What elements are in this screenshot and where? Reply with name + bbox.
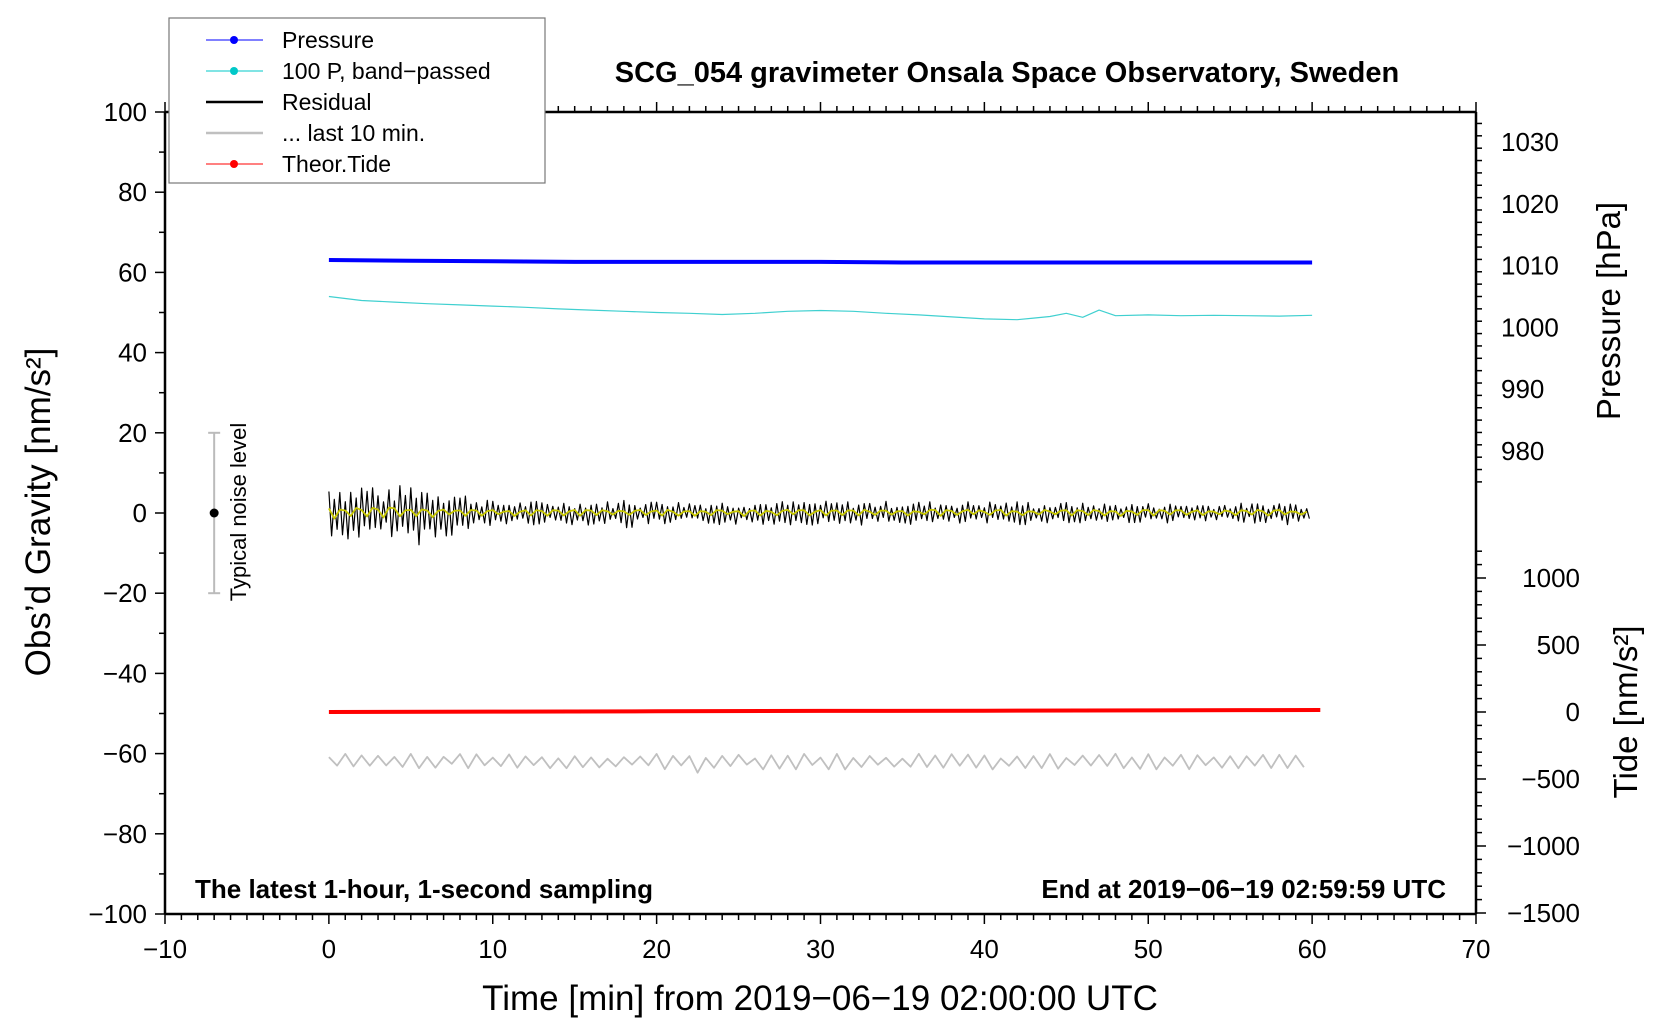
- x-tick-label: 70: [1462, 934, 1491, 964]
- y-tick-label: 20: [118, 418, 147, 448]
- y-tick-label: 100: [104, 97, 147, 127]
- annotation-left: The latest 1-hour, 1-second sampling: [195, 874, 653, 904]
- legend-box: [168, 17, 546, 184]
- series-last-10-min: [328, 752, 1305, 774]
- legend-marker: [230, 36, 238, 44]
- x-tick-label: 30: [806, 934, 835, 964]
- y-axis-label: Obs’d Gravity [nm/s²]: [19, 348, 58, 677]
- legend: Pressure 100 P, band−passed Residual ... la…: [168, 17, 546, 184]
- noise-level-label: Typical noise level: [226, 423, 251, 602]
- y-tick-label: 60: [118, 257, 147, 287]
- pressure-tick-label: 1000: [1501, 312, 1559, 342]
- pressure-tick-label: 980: [1501, 436, 1544, 466]
- pressure-tick-label: 1020: [1501, 189, 1559, 219]
- tide-tick-label: 500: [1537, 630, 1580, 660]
- y-tick-label: −100: [88, 899, 147, 929]
- annotation-right: End at 2019−06−19 02:59:59 UTC: [1041, 874, 1446, 904]
- y-tick-label: −40: [103, 658, 147, 688]
- series-100-p-band-passed: [328, 295, 1313, 321]
- tide-axis-label: Tide [nm/s²]: [1607, 626, 1644, 799]
- legend-label: Pressure: [282, 27, 374, 53]
- series-theor-tide: [328, 708, 1321, 714]
- legend-label: Residual: [282, 89, 372, 115]
- x-tick-label: 20: [642, 934, 671, 964]
- tide-tick-label: −1500: [1507, 898, 1580, 928]
- x-tick-label: 60: [1298, 934, 1327, 964]
- plot-series: [208, 258, 1321, 774]
- series-residual: [328, 485, 1310, 546]
- y-tick-label: −80: [103, 819, 147, 849]
- x-tick-label: 50: [1134, 934, 1163, 964]
- pressure-tick-label: 990: [1501, 374, 1544, 404]
- noise-level-dot: [209, 508, 219, 518]
- tide-tick-label: −1000: [1507, 831, 1580, 861]
- pressure-tick-label: 1010: [1501, 251, 1559, 281]
- pressure-axis-label: Pressure [hPa]: [1590, 202, 1627, 420]
- y-tick-label: 40: [118, 338, 147, 368]
- chart-title: SCG_054 gravimeter Onsala Space Observat…: [615, 57, 1399, 89]
- legend-label: 100 P, band−passed: [282, 58, 491, 84]
- y-tick-label: −20: [103, 578, 147, 608]
- legend-label: Theor.Tide: [282, 151, 391, 177]
- tide-tick-label: 1000: [1522, 563, 1580, 593]
- legend-marker: [230, 67, 238, 75]
- tide-tick-label: −500: [1521, 764, 1580, 794]
- legend-label: ... last 10 min.: [282, 120, 425, 146]
- tide-tick-label: 0: [1566, 697, 1580, 727]
- y-tick-label: −60: [103, 739, 147, 769]
- series-residual-smoothed: [328, 506, 1308, 520]
- pressure-tick-label: 1030: [1501, 127, 1559, 157]
- x-tick-label: 10: [478, 934, 507, 964]
- x-tick-label: 0: [322, 934, 336, 964]
- y-tick-label: 80: [118, 177, 147, 207]
- x-tick-label: −10: [143, 934, 187, 964]
- x-axis-label: Time [min] from 2019−06−19 02:00:00 UTC: [482, 979, 1158, 1018]
- axes: −10 0 10 20 30 40 50 60 70100806040200−20−40−60−…: [88, 97, 1580, 964]
- y-tick-label: 0: [133, 498, 147, 528]
- legend-marker: [230, 160, 238, 168]
- series-pressure: [328, 258, 1313, 265]
- x-tick-label: 40: [970, 934, 999, 964]
